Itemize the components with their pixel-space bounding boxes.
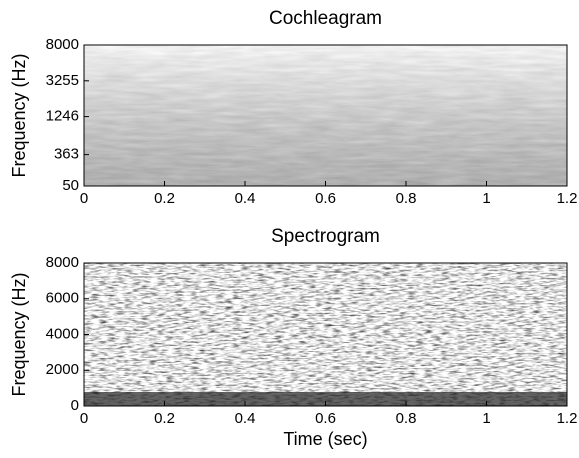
y-tick-label: 363 — [54, 146, 79, 163]
plot-title: Cochleagram — [269, 8, 382, 29]
y-tick-label: 6000 — [46, 290, 79, 307]
x-tick-label: 1 — [482, 190, 490, 207]
x-tick-label: 0.2 — [154, 410, 175, 427]
x-axis-label: Time (sec) — [283, 429, 367, 449]
y-axis-label: Frequency (Hz) — [9, 272, 29, 396]
x-tick-label: 0.8 — [396, 410, 417, 427]
y-tick-label: 4000 — [46, 325, 79, 342]
x-tick-label: 0.6 — [315, 190, 336, 207]
y-tick-label: 0 — [71, 397, 79, 414]
x-tick-label: 0.6 — [315, 410, 336, 427]
x-tick-label: 1.2 — [557, 410, 578, 427]
y-tick-label: 8000 — [46, 254, 79, 271]
y-tick-label: 3255 — [46, 72, 79, 89]
plot-title: Spectrogram — [271, 226, 380, 247]
y-tick-label: 50 — [62, 177, 79, 194]
x-tick-label: 1 — [482, 410, 490, 427]
x-tick-label: 0.8 — [396, 190, 417, 207]
x-tick-label: 0.2 — [154, 190, 175, 207]
y-tick-label: 2000 — [46, 361, 79, 378]
x-tick-label: 0.4 — [235, 410, 256, 427]
texture — [84, 45, 567, 406]
x-tick-label: 0.4 — [235, 190, 256, 207]
y-axis-label: Frequency (Hz) — [9, 53, 29, 177]
x-tick-label: 0 — [80, 410, 88, 427]
x-tick-label: 1.2 — [557, 190, 578, 207]
x-tick-label: 0 — [80, 190, 88, 207]
y-tick-label: 1246 — [46, 108, 79, 125]
y-tick-label: 8000 — [46, 36, 79, 53]
